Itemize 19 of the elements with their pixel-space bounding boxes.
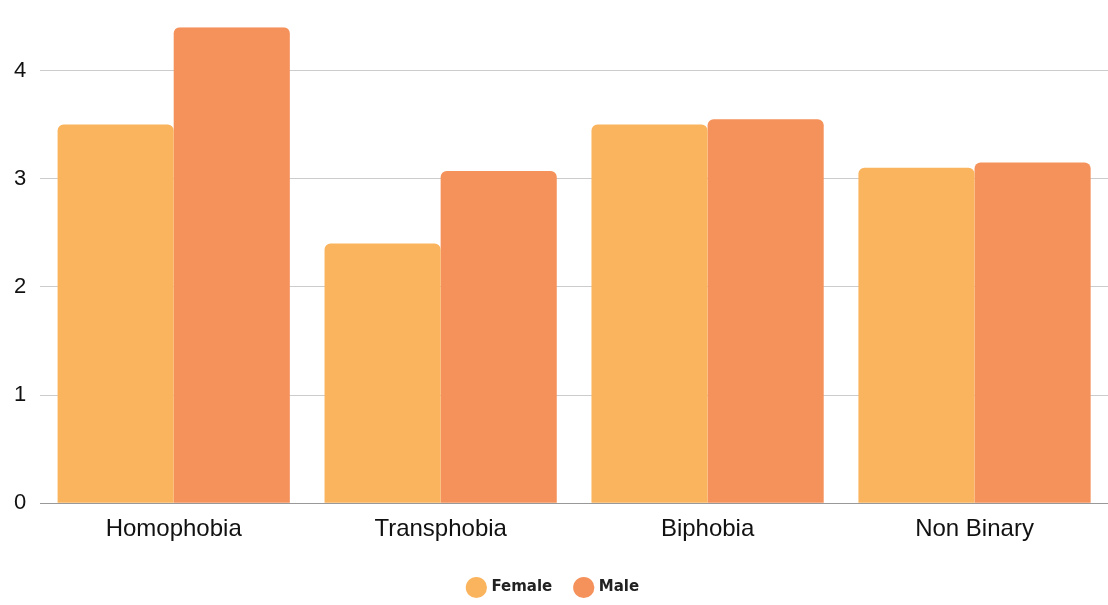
bar [173, 27, 290, 503]
bar [440, 171, 557, 503]
x-tick-label: Non Binary [915, 514, 1034, 542]
legend-label: Female [491, 577, 553, 596]
bar [707, 119, 824, 503]
bar [324, 243, 441, 503]
bar [57, 124, 174, 503]
y-tick-label: 2 [13, 272, 27, 298]
y-tick-label: 4 [13, 56, 27, 82]
bar [974, 162, 1091, 503]
bar [591, 124, 708, 503]
x-tick-label: Biphobia [660, 514, 755, 542]
legend-label: Male [598, 577, 640, 596]
y-tick-label: 0 [13, 489, 27, 515]
x-tick-label: Transphobia [374, 514, 508, 542]
bar [858, 167, 975, 503]
y-tick-label: 1 [13, 381, 27, 407]
x-tick-label: Homophobia [105, 514, 243, 542]
y-tick-label: 3 [13, 164, 27, 190]
